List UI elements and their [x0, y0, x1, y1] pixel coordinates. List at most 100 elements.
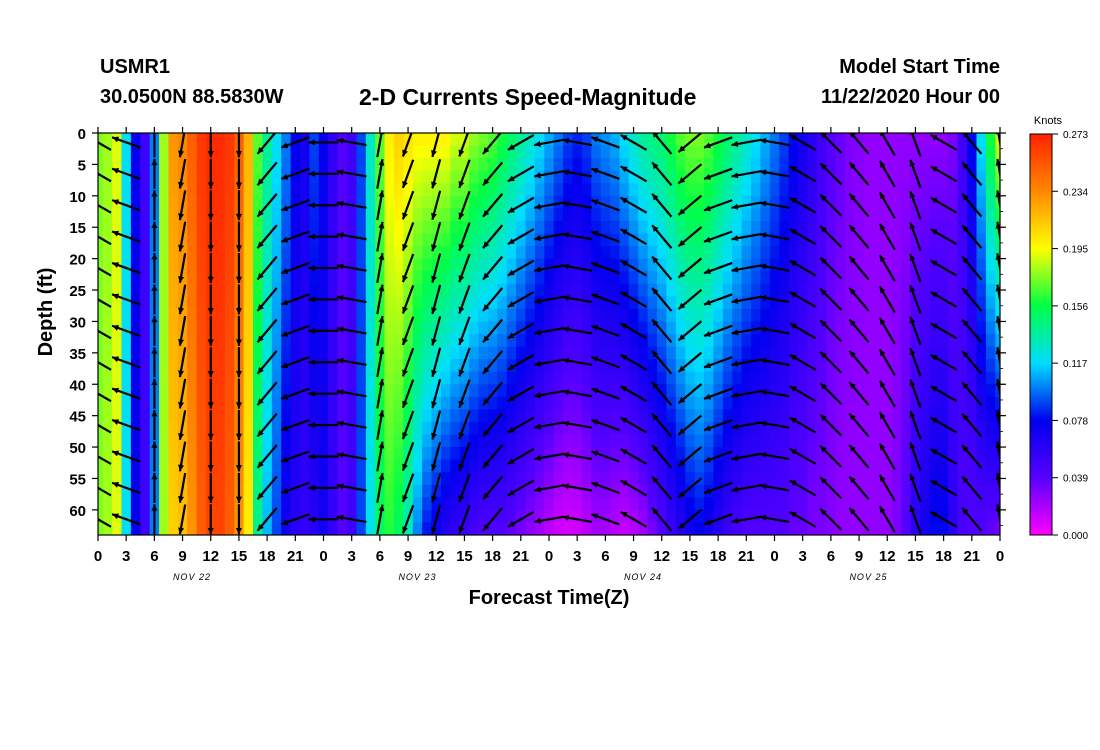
heatmap-cell — [797, 233, 808, 247]
current-vector — [235, 133, 242, 158]
current-vector — [930, 416, 958, 434]
current-vector — [482, 287, 504, 312]
heatmap-cell — [751, 308, 762, 323]
heatmap-cell — [929, 334, 940, 348]
current-vector — [458, 253, 471, 283]
heatmap-cell — [929, 484, 940, 498]
heatmap-cell — [102, 447, 113, 461]
heatmap-cell — [797, 371, 808, 385]
heatmap-cell — [300, 170, 311, 184]
heatmap-cell — [450, 509, 461, 524]
heatmap-cell — [741, 170, 752, 184]
heatmap-cell — [159, 334, 170, 348]
heatmap-cell — [534, 459, 545, 473]
heatmap-cell — [938, 283, 949, 297]
heatmap-cell — [891, 208, 902, 222]
heatmap-cell — [506, 459, 517, 473]
heatmap-cell — [98, 271, 104, 285]
model-start-time: 11/22/2020 Hour 00 — [820, 86, 1000, 108]
heatmap-cell — [675, 434, 686, 448]
heatmap-cell — [854, 246, 865, 260]
heatmap-cell — [525, 220, 536, 235]
heatmap-cell — [722, 371, 733, 385]
heatmap-cell — [487, 220, 498, 235]
heatmap-cell — [891, 459, 902, 473]
current-vector — [280, 387, 310, 400]
heatmap-cell — [694, 522, 705, 535]
heatmap-cell — [995, 170, 1000, 184]
heatmap-cell — [412, 434, 423, 448]
heatmap-cell — [440, 308, 451, 323]
heatmap-cell — [713, 133, 724, 147]
heatmap-cell — [487, 208, 498, 222]
current-vector — [280, 167, 310, 180]
heatmap-cell — [121, 208, 132, 222]
current-vector — [98, 172, 112, 183]
heatmap-cell — [450, 170, 461, 184]
heatmap-cell — [393, 522, 404, 535]
heatmap-cell — [159, 183, 170, 197]
heatmap-cell — [112, 158, 123, 172]
heatmap-cell — [600, 296, 611, 310]
heatmap-cell — [487, 296, 498, 310]
heatmap-cell — [140, 497, 151, 511]
heatmap-cell — [544, 509, 555, 524]
heatmap-cell — [835, 308, 846, 323]
heatmap-cell — [581, 246, 592, 260]
heatmap-cell — [563, 484, 574, 498]
heatmap-cell — [967, 158, 978, 172]
heatmap-cell — [516, 195, 527, 209]
heatmap-cell — [713, 522, 724, 535]
heatmap-cell — [572, 258, 583, 272]
heatmap-cell — [873, 208, 884, 222]
heatmap-cell — [835, 195, 846, 209]
heatmap-cell — [948, 421, 959, 436]
heatmap-cell — [159, 233, 170, 247]
heatmap-cell — [159, 170, 170, 184]
heatmap-cell — [121, 283, 132, 297]
heatmap-cell — [497, 170, 508, 184]
current-vector — [878, 223, 896, 251]
heatmap-cell — [544, 434, 555, 448]
heatmap-cell — [873, 459, 884, 473]
current-vector — [256, 475, 278, 501]
heatmap-cell — [920, 246, 931, 260]
heatmap-cell — [365, 283, 376, 297]
heatmap-cell — [328, 509, 339, 524]
heatmap-cell — [243, 246, 254, 260]
heatmap-cell — [262, 421, 273, 436]
heatmap-cell — [534, 396, 545, 410]
heatmap-cell — [948, 434, 959, 448]
heatmap-cell — [647, 145, 658, 159]
heatmap-cell — [215, 509, 226, 524]
heatmap-cell — [957, 459, 968, 473]
heatmap-cell — [760, 459, 771, 473]
heatmap-cell — [779, 321, 790, 335]
heatmap-cell — [487, 258, 498, 272]
heatmap-cell — [534, 447, 545, 461]
heatmap-cell — [807, 283, 818, 297]
heatmap-cell — [638, 158, 649, 172]
heatmap-cell — [422, 396, 433, 410]
heatmap-cell — [478, 195, 489, 209]
heatmap-cell — [581, 258, 592, 272]
heatmap-cell — [478, 170, 489, 184]
current-vector — [652, 133, 673, 155]
x-tick-label: 18 — [935, 548, 952, 565]
current-vector — [336, 483, 367, 492]
heatmap-cell — [187, 170, 198, 184]
heatmap-cell — [553, 522, 564, 535]
heatmap-cell — [873, 509, 884, 524]
heatmap-cell — [290, 346, 301, 360]
heatmap-cell — [506, 371, 517, 385]
heatmap-cell — [967, 283, 978, 297]
heatmap-cell — [610, 459, 621, 473]
heatmap-cell — [112, 421, 123, 436]
heatmap-cell — [318, 497, 329, 511]
heatmap-cell — [760, 208, 771, 222]
heatmap-cell — [666, 145, 677, 159]
heatmap-cell — [713, 296, 724, 310]
heatmap-cell — [985, 170, 996, 184]
heatmap-cell — [704, 195, 715, 209]
heatmap-cell — [901, 233, 912, 247]
